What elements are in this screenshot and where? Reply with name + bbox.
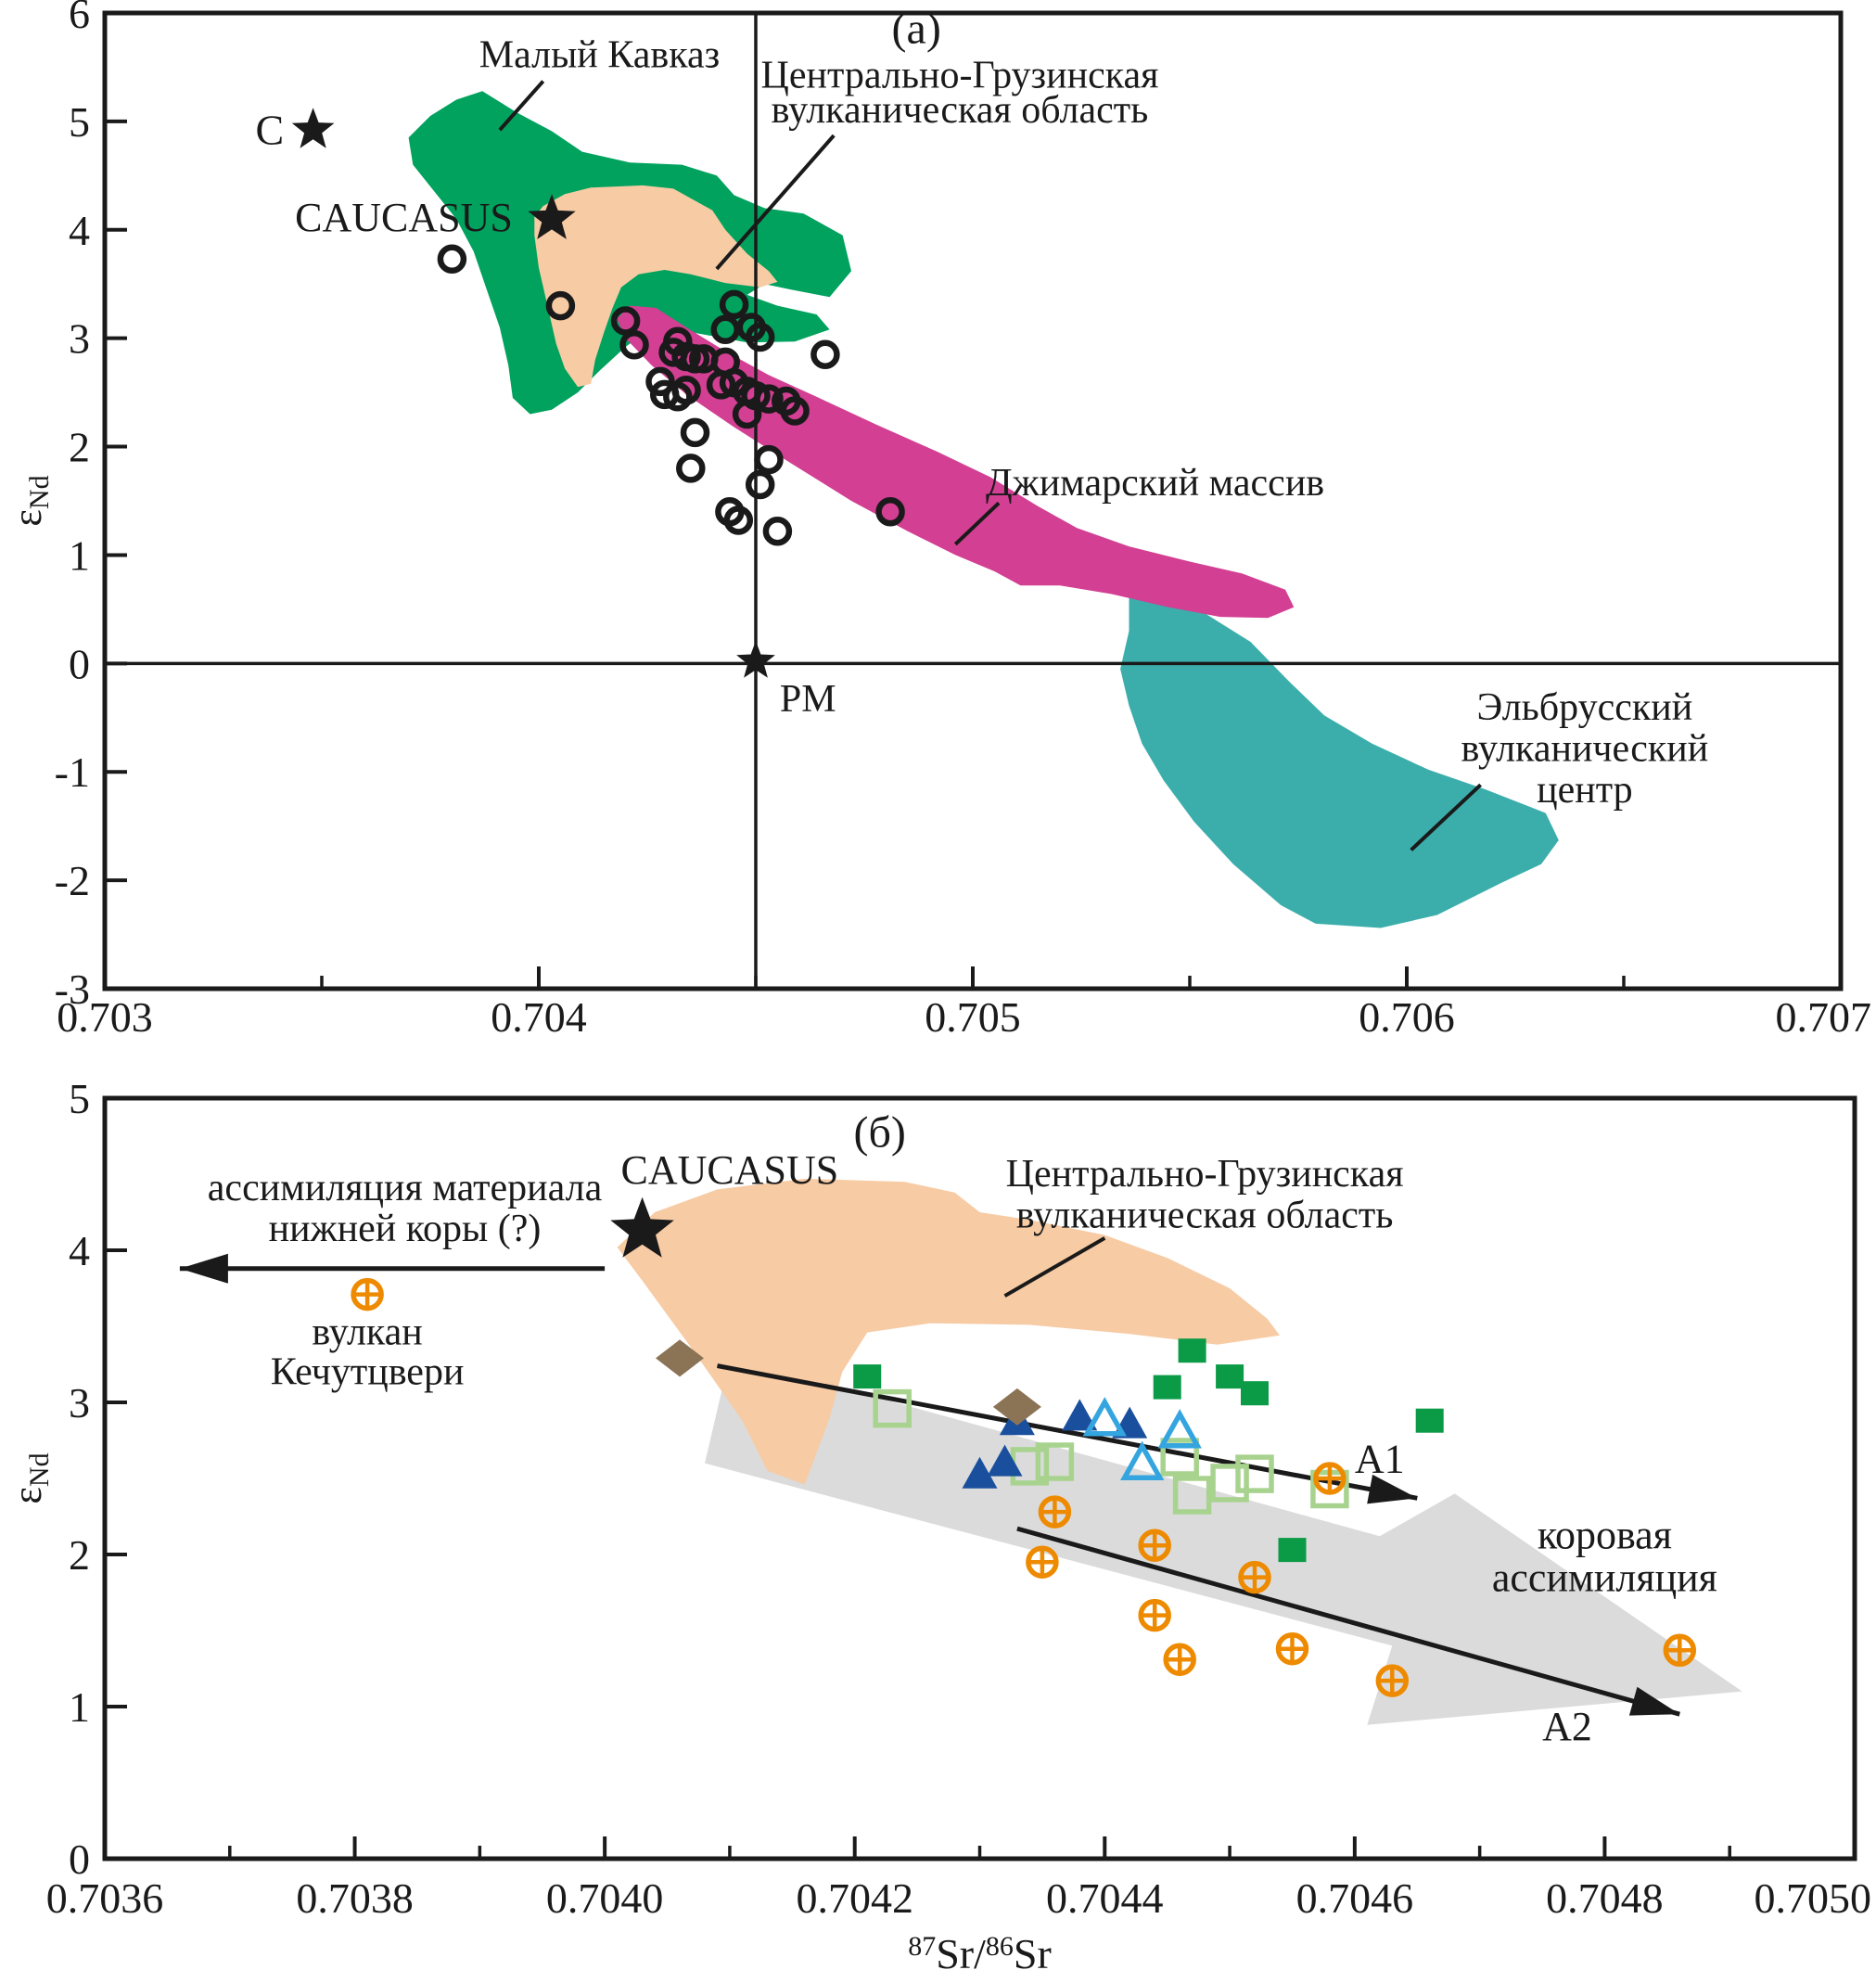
x-tick-label: 0.7038 [296,1874,414,1922]
leader-cgvo-b [1003,1236,1106,1298]
panel-letter-b: (б) [854,1108,906,1158]
label-maly-kavkaz: Малый Кавказ [479,33,720,76]
series-brown-diamonds [656,1339,1041,1426]
y-axis-label: εNd [5,475,55,526]
region-crustal-assimilation-band-arrow [705,1356,1742,1725]
panel-a-srnd-diagram: 0.703 0.704 0.705 0.706 0.707 6 5 4 3 2 1 0 -1 -2 -3 εN… [5,0,1872,1041]
y-tick-label: 3 [69,315,90,363]
label-a2: A2 [1542,1704,1592,1749]
x-tick-label: 0.707 [1776,993,1872,1041]
region-elbrus-volcanic-center [1120,566,1559,928]
x-tick-label: 0.7050 [1755,1874,1872,1922]
x-tick-label: 0.7044 [1046,1874,1164,1922]
y-tick-label: 6 [69,0,90,37]
label-cgvo-line2: вулканическая область [772,89,1149,132]
y-tick-label: 0 [69,640,90,687]
y-tick-label: 4 [69,207,90,254]
x-tick-label: 0.7040 [546,1874,664,1922]
label-assim-line1: ассимиляция материала [208,1167,603,1209]
y-tick-label: 5 [69,98,90,146]
series-orange-crossed-circles [351,1277,1697,1697]
arrow-a1 [717,1363,1418,1504]
x-tick-label: 0.703 [57,993,153,1041]
label-caucasus-b: CAUCASUS [621,1147,839,1193]
label-a1: A1 [1355,1436,1405,1481]
x-tick-label: 0.7042 [796,1874,913,1922]
label-cgvo-b-line1: Центрально-Грузинская [1006,1153,1404,1196]
label-elbrus-line3: центр [1537,769,1632,812]
y-tick-label: 5 [69,1075,90,1122]
leader-maly-kavkaz [498,80,545,132]
y-tick-label: 1 [69,1683,90,1731]
x-tick-label: 0.7036 [46,1874,164,1922]
star-pm [736,641,775,678]
leader-elbrus [1410,783,1482,851]
x-tick-label: 0.705 [925,993,1021,1041]
x-tick-label: 0.7046 [1296,1874,1414,1922]
y-tick-label: 3 [69,1379,90,1426]
leader-dzhimarsky [953,501,1001,546]
series-green-open-squares [873,1388,1349,1515]
label-pm: PM [780,678,836,721]
label-elbrus-line1: Эльбрусский [1477,686,1693,729]
region-dzhimarsky-massif [617,305,1295,619]
panel-b-srnd-diagram: 0.7036 0.7038 0.7040 0.7042 0.7044 0.7046 0.70… [5,1075,1872,1970]
y-tick-label: 1 [69,531,90,579]
label-kechut-line2: Кечутцвери [271,1350,465,1393]
y-tick-label: 2 [69,424,90,471]
label-caucasus-a: CAUCASUS [295,195,513,240]
star-caucasus-a [528,194,576,239]
region-central-georgian-area [534,185,778,388]
x-tick-label: 0.704 [491,993,587,1041]
label-cgvo-b-line2: вулканическая область [1016,1194,1394,1236]
region-central-georgian-area-b [617,1178,1280,1485]
y-tick-label: -1 [55,748,90,796]
y-tick-label: -2 [55,857,90,904]
y-axis-label: εNd [5,1452,55,1503]
label-dzhimarsky: Джимарский массив [986,462,1324,505]
arrow-a2 [1016,1526,1680,1717]
star-c [291,108,335,148]
y-tick-label: 0 [69,1836,90,1883]
leader-cgvo [715,134,836,271]
y-tick-label: 4 [69,1227,90,1274]
series-blue-open-triangles [1082,1397,1202,1480]
y-tick-label: 2 [69,1531,90,1579]
panel-letter-a: (а) [892,5,941,54]
x-tick-label: 0.706 [1359,993,1455,1041]
x-axis-title: 87Sr/86Sr [908,1930,1052,1970]
series-green-filled-squares [853,1338,1444,1563]
arrow-lower-crust-assimilation [179,1253,606,1284]
label-crustal-line1: коровая [1538,1512,1672,1557]
series-samples-open-circles [437,244,905,546]
label-crustal-line2: ассимиляция [1492,1554,1717,1600]
y-tick-label: -3 [55,966,90,1013]
label-kechut-line1: вулкан [312,1311,422,1354]
label-c: C [255,106,284,153]
label-elbrus-line2: вулканический [1461,728,1709,771]
star-caucasus-b [610,1196,674,1258]
label-assim-line2: нижней коры (?) [269,1208,542,1250]
label-cgvo-line1: Центрально-Грузинская [761,55,1159,97]
x-tick-label: 0.7048 [1546,1874,1664,1922]
